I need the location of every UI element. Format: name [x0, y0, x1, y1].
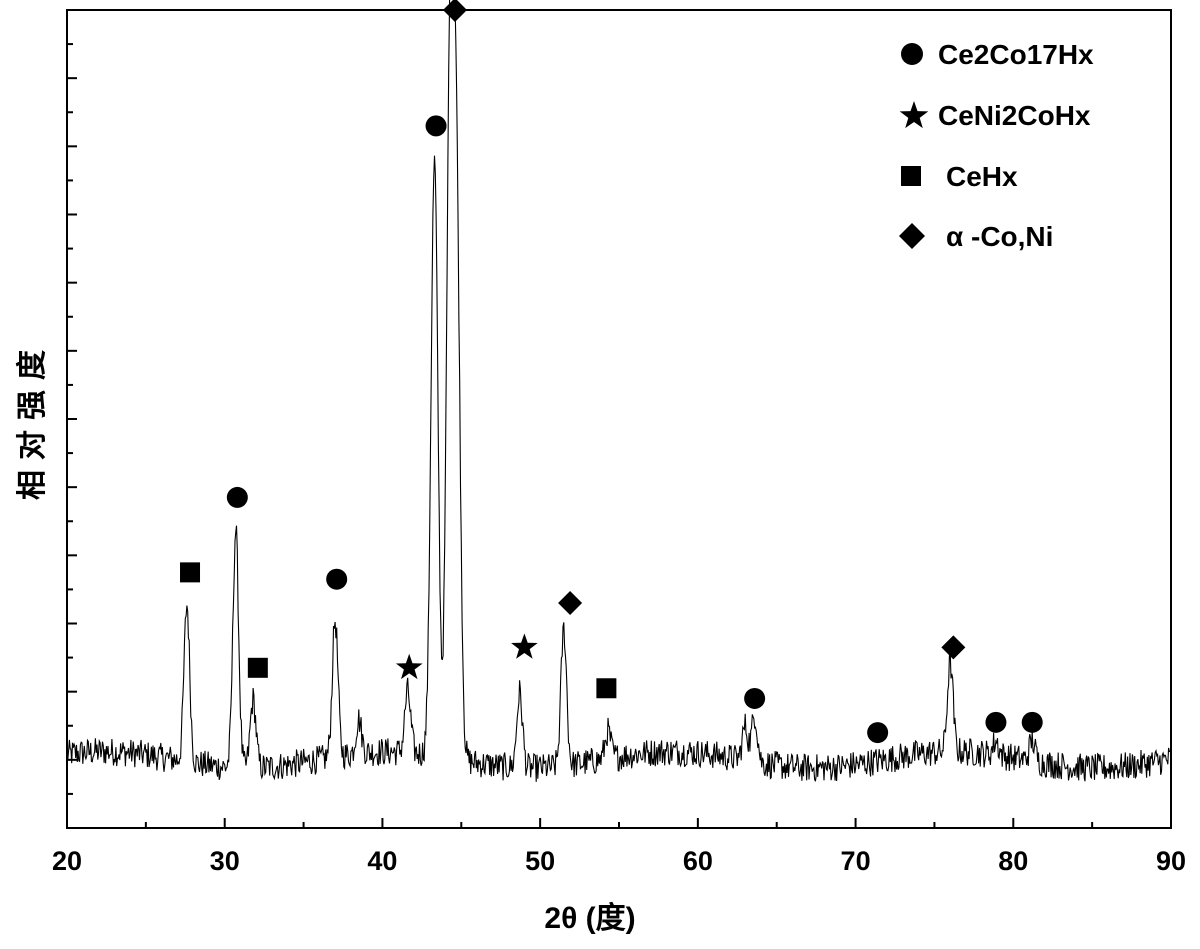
y-axis-ticks — [67, 43, 77, 795]
y-axis-title: 相对强度 — [16, 340, 49, 500]
x-tick-label: 60 — [683, 846, 713, 876]
x-tick-label: 50 — [525, 846, 555, 876]
legend-star-icon — [899, 101, 929, 129]
legend-circle-icon — [901, 43, 923, 65]
peak-square-marker — [180, 562, 201, 583]
legend: Ce2Co17Hx CeNi2CoHx CeHx α -Co,Ni — [899, 39, 1094, 252]
x-tick-label: 40 — [367, 846, 397, 876]
legend-diamond-icon — [899, 223, 925, 249]
legend-item-ce2co17hx: Ce2Co17Hx — [901, 39, 1094, 70]
peak-square-marker — [247, 657, 268, 678]
peak-markers — [180, 0, 1043, 744]
x-axis-title: 2θ (度) — [544, 902, 635, 935]
legend-label: Ce2Co17Hx — [938, 39, 1094, 70]
peak-circle-marker — [985, 711, 1007, 733]
legend-item-alpha-co-ni: α -Co,Ni — [899, 221, 1053, 252]
peak-diamond-marker — [558, 591, 583, 616]
peak-diamond-marker — [442, 0, 467, 22]
x-tick-label: 80 — [998, 846, 1028, 876]
peak-diamond-marker — [941, 635, 966, 660]
peak-star-marker — [395, 653, 423, 680]
peak-circle-marker — [1021, 711, 1043, 733]
legend-item-ceni2cohx: CeNi2CoHx — [899, 100, 1091, 131]
peak-circle-marker — [744, 687, 766, 709]
legend-label: CeHx — [946, 161, 1018, 192]
xrd-pattern-line — [66, 0, 1172, 782]
x-tick-label: 90 — [1156, 846, 1186, 876]
peak-circle-marker — [326, 568, 348, 590]
plot-frame — [66, 9, 1172, 829]
x-tick-label: 30 — [210, 846, 240, 876]
x-tick-label: 70 — [841, 846, 871, 876]
peak-circle-marker — [226, 486, 248, 508]
legend-label: α -Co,Ni — [946, 221, 1053, 252]
peak-square-marker — [596, 678, 617, 699]
x-tick-label: 20 — [52, 846, 82, 876]
legend-item-cehx: CeHx — [901, 161, 1018, 192]
peak-circle-marker — [867, 722, 889, 744]
peak-star-marker — [511, 633, 538, 659]
legend-square-icon — [901, 166, 921, 186]
x-axis-ticks — [66, 818, 1172, 828]
x-axis-tick-labels: 20 30 40 50 60 70 80 90 — [52, 846, 1186, 876]
legend-label: CeNi2CoHx — [938, 100, 1091, 131]
peak-circle-marker — [425, 115, 447, 137]
